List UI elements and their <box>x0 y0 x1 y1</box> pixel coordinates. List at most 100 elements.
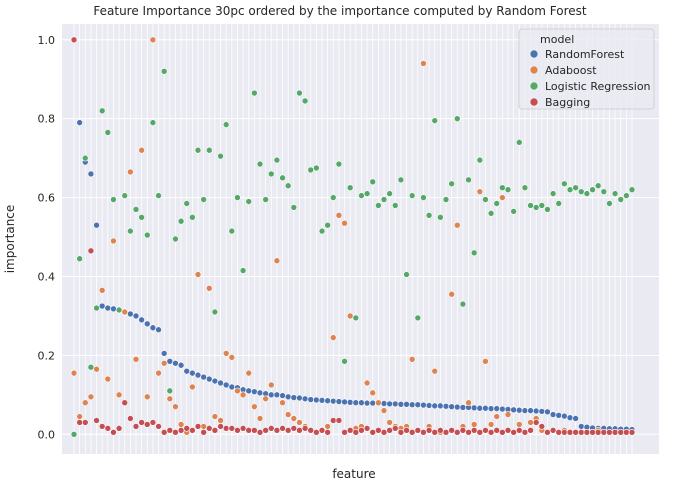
point-logistic-regression <box>81 154 89 162</box>
point-logistic-regression <box>104 129 112 136</box>
point-randomforest <box>420 401 427 409</box>
point-adaboost <box>369 389 377 397</box>
point-logistic-regression <box>470 249 478 257</box>
point-bagging <box>234 427 241 434</box>
point-bagging <box>290 425 298 432</box>
point-logistic-regression <box>606 200 613 207</box>
point-randomforest <box>437 402 444 410</box>
point-adaboost <box>296 419 303 426</box>
point-bagging <box>149 419 157 426</box>
point-bagging <box>448 427 455 434</box>
point-randomforest <box>482 404 489 412</box>
point-adaboost <box>132 356 140 363</box>
point-randomforest <box>476 404 484 412</box>
point-bagging <box>589 428 596 436</box>
point-adaboost <box>256 415 264 422</box>
point-bagging <box>217 423 224 430</box>
point-bagging <box>420 428 427 436</box>
point-randomforest <box>324 397 331 405</box>
point-bagging <box>256 428 264 436</box>
point-logistic-regression <box>222 121 230 128</box>
point-randomforest <box>318 397 326 404</box>
point-adaboost <box>487 421 495 428</box>
point-bagging <box>628 428 636 436</box>
point-logistic-regression <box>611 190 619 197</box>
point-adaboost <box>189 383 196 391</box>
point-randomforest <box>521 407 529 414</box>
point-randomforest <box>341 398 348 406</box>
point-adaboost <box>160 359 168 367</box>
point-logistic-regression <box>459 300 467 308</box>
point-randomforest <box>200 373 207 381</box>
point-logistic-regression <box>228 227 236 235</box>
point-bagging <box>143 421 151 428</box>
point-logistic-regression <box>566 186 574 193</box>
point-randomforest <box>296 394 303 402</box>
point-adaboost <box>194 271 202 278</box>
point-randomforest <box>104 304 112 312</box>
point-logistic-regression <box>217 152 224 160</box>
point-adaboost <box>273 257 281 265</box>
point-bagging <box>369 428 377 436</box>
point-bagging <box>160 428 168 436</box>
point-logistic-regression <box>561 180 568 188</box>
point-logistic-regression <box>93 304 100 312</box>
point-adaboost <box>470 421 478 428</box>
point-randomforest <box>98 302 106 310</box>
point-adaboost <box>380 407 388 414</box>
point-adaboost <box>115 391 123 399</box>
point-logistic-regression <box>279 174 286 182</box>
point-bagging <box>600 428 608 436</box>
point-logistic-regression <box>138 214 145 221</box>
point-bagging <box>459 427 467 434</box>
point-bagging <box>544 428 551 436</box>
point-logistic-regression <box>504 186 512 193</box>
point-randomforest <box>425 402 433 409</box>
point-logistic-regression <box>375 202 382 209</box>
point-bagging <box>470 427 478 434</box>
point-logistic-regression <box>425 212 433 219</box>
point-logistic-regression <box>262 196 269 203</box>
point-logistic-regression <box>251 89 258 97</box>
point-logistic-regression <box>329 194 337 201</box>
point-randomforest <box>510 406 517 414</box>
point-bagging <box>583 428 591 436</box>
point-randomforest <box>284 393 292 401</box>
point-bagging <box>104 425 112 432</box>
point-adaboost <box>448 290 455 298</box>
point-adaboost <box>251 403 258 410</box>
point-adaboost <box>234 387 241 395</box>
point-logistic-regression <box>273 156 281 164</box>
point-logistic-regression <box>532 204 540 211</box>
y-tick-labels: 0.0 0.2 0.4 0.6 0.8 1.0 <box>38 34 56 441</box>
point-randomforest <box>76 119 83 126</box>
point-logistic-regression <box>115 306 123 314</box>
point-logistic-regression <box>307 166 315 174</box>
point-randomforest <box>335 398 343 405</box>
point-adaboost <box>76 413 83 420</box>
point-logistic-regression <box>256 160 264 168</box>
point-bagging <box>239 425 247 432</box>
point-logistic-regression <box>549 190 557 197</box>
point-adaboost <box>222 350 230 357</box>
point-randomforest <box>217 379 224 387</box>
point-logistic-regression <box>555 200 563 207</box>
point-adaboost <box>166 395 174 403</box>
point-logistic-regression <box>324 221 331 229</box>
y-tick-label: 0.8 <box>38 113 56 126</box>
point-adaboost <box>98 286 106 294</box>
point-bagging <box>482 427 489 434</box>
point-logistic-regression <box>431 117 439 124</box>
point-logistic-regression <box>487 210 495 217</box>
point-randomforest <box>453 403 461 411</box>
point-bagging <box>273 427 281 434</box>
point-randomforest <box>313 396 320 404</box>
point-bagging <box>386 427 393 434</box>
point-bagging <box>110 428 117 436</box>
point-randomforest <box>561 412 568 420</box>
point-logistic-regression <box>448 180 455 188</box>
point-bagging <box>617 428 625 436</box>
point-logistic-regression <box>442 196 450 203</box>
point-bagging <box>606 428 613 436</box>
point-randomforest <box>205 375 213 383</box>
